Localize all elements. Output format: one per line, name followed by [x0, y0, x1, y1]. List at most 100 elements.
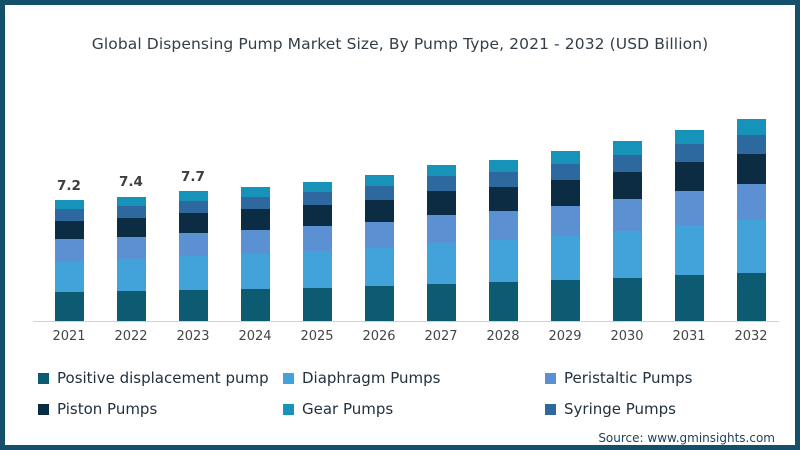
bar-chart: 7.2 7.4 7.7	[38, 90, 782, 321]
bar-segment	[240, 229, 270, 254]
bar-segment	[736, 220, 766, 273]
stacked-bar	[54, 200, 84, 321]
bar-segment	[364, 185, 394, 200]
bar-segment	[674, 190, 704, 226]
bar-segment	[364, 174, 394, 186]
legend-item[interactable]: Peristaltic Pumps	[545, 369, 692, 387]
bar-segment	[736, 119, 766, 135]
x-axis-label-2030: 2030	[610, 329, 644, 344]
legend-item[interactable]: Piston Pumps	[38, 400, 157, 418]
stacked-bar	[426, 164, 456, 321]
bar-segment	[364, 199, 394, 222]
chart-title: Global Dispensing Pump Market Size, By P…	[91, 35, 709, 53]
x-axis-label-2029: 2029	[548, 329, 582, 344]
bar-segment	[674, 144, 704, 163]
legend-label: Syringe Pumps	[564, 400, 676, 418]
bar-column-2027	[410, 90, 472, 321]
bar-segment	[178, 213, 208, 233]
source-credit[interactable]: Source: www.gminsights.com	[598, 431, 775, 445]
bar-segment	[550, 205, 580, 237]
x-axis-label-2023: 2023	[176, 329, 210, 344]
bar-column-2029	[534, 90, 596, 321]
bar-segment	[240, 186, 270, 197]
x-axis-label-2027: 2027	[424, 329, 458, 344]
legend-swatch-icon	[38, 372, 49, 384]
legend-swatch-icon	[283, 403, 294, 415]
bar-segment	[612, 171, 642, 199]
legend-item[interactable]: Gear Pumps	[283, 400, 393, 418]
bar-column-2028	[472, 90, 534, 321]
stacked-bar	[178, 191, 208, 321]
bar-value-label: 7.4	[119, 174, 143, 191]
bar-segment	[612, 198, 642, 232]
bar-segment	[116, 236, 146, 259]
stacked-bar	[116, 196, 146, 321]
bar-segment	[364, 247, 394, 286]
legend-label: Peristaltic Pumps	[564, 369, 693, 387]
bar-segment	[116, 258, 146, 292]
bar-column-2032	[720, 90, 782, 321]
stacked-bar	[550, 151, 580, 321]
legend-swatch-icon	[283, 372, 294, 384]
bar-segment	[54, 200, 84, 210]
bar-segment	[54, 291, 84, 321]
bar-column-2026	[348, 90, 410, 321]
bar-segment	[612, 277, 642, 321]
bar-segment	[426, 176, 456, 192]
legend-item[interactable]: Positive displacement pump	[38, 369, 269, 387]
bar-segment	[488, 171, 518, 188]
bar-segment	[178, 201, 208, 214]
bar-segment	[116, 217, 146, 237]
x-axis-label-2021: 2021	[52, 329, 86, 344]
bar-segment	[240, 196, 270, 210]
bar-segment	[736, 272, 766, 321]
bar-segment	[674, 129, 704, 145]
bar-column-2023: 7.7	[162, 90, 224, 321]
legend-item[interactable]: Syringe Pumps	[545, 400, 676, 418]
bar-segment	[612, 141, 642, 155]
x-axis-label-2028: 2028	[486, 329, 520, 344]
bar-segment	[550, 151, 580, 164]
bar-segment	[364, 221, 394, 248]
bar-segment	[426, 242, 456, 284]
legend: Positive displacement pump Diaphragm Pump…	[38, 369, 778, 431]
bar-segment	[116, 291, 146, 321]
stacked-bar	[240, 186, 270, 321]
stacked-bar	[674, 129, 704, 321]
bar-segment	[488, 240, 518, 283]
stacked-bar	[364, 174, 394, 321]
stacked-bar	[736, 119, 766, 321]
bar-segment	[426, 191, 456, 215]
bar-column-2030	[596, 90, 658, 321]
stacked-bar	[612, 141, 642, 321]
bar-segment	[240, 253, 270, 289]
bar-segment	[302, 205, 332, 227]
bar-segment	[674, 162, 704, 191]
bar-segment	[302, 181, 332, 193]
bar-segment	[116, 206, 146, 218]
bar-segment	[240, 209, 270, 230]
x-axis-label-2022: 2022	[114, 329, 148, 344]
bar-segment	[178, 256, 208, 290]
bar-segment	[674, 225, 704, 275]
bar-segment	[178, 289, 208, 321]
legend-label: Positive displacement pump	[57, 369, 269, 387]
legend-swatch-icon	[545, 372, 556, 384]
bar-column-2022: 7.4	[100, 90, 162, 321]
x-axis-label-2025: 2025	[300, 329, 334, 344]
legend-swatch-icon	[38, 403, 49, 415]
legend-item[interactable]: Diaphragm Pumps	[283, 369, 440, 387]
bar-column-2031	[658, 90, 720, 321]
bar-column-2024	[224, 90, 286, 321]
bar-segment	[54, 238, 84, 261]
bar-segment	[550, 163, 580, 181]
x-axis-label-2024: 2024	[238, 329, 272, 344]
bar-column-2025	[286, 90, 348, 321]
bar-segment	[488, 211, 518, 241]
x-axis-label-2026: 2026	[362, 329, 396, 344]
x-axis-labels: 2021 2022 2023 2024 2025 2026 2027 2028 2029 2030…	[38, 329, 782, 344]
x-axis-label-2032: 2032	[734, 329, 768, 344]
bar-segment	[116, 196, 146, 207]
bar-column-2021: 7.2	[38, 90, 100, 321]
